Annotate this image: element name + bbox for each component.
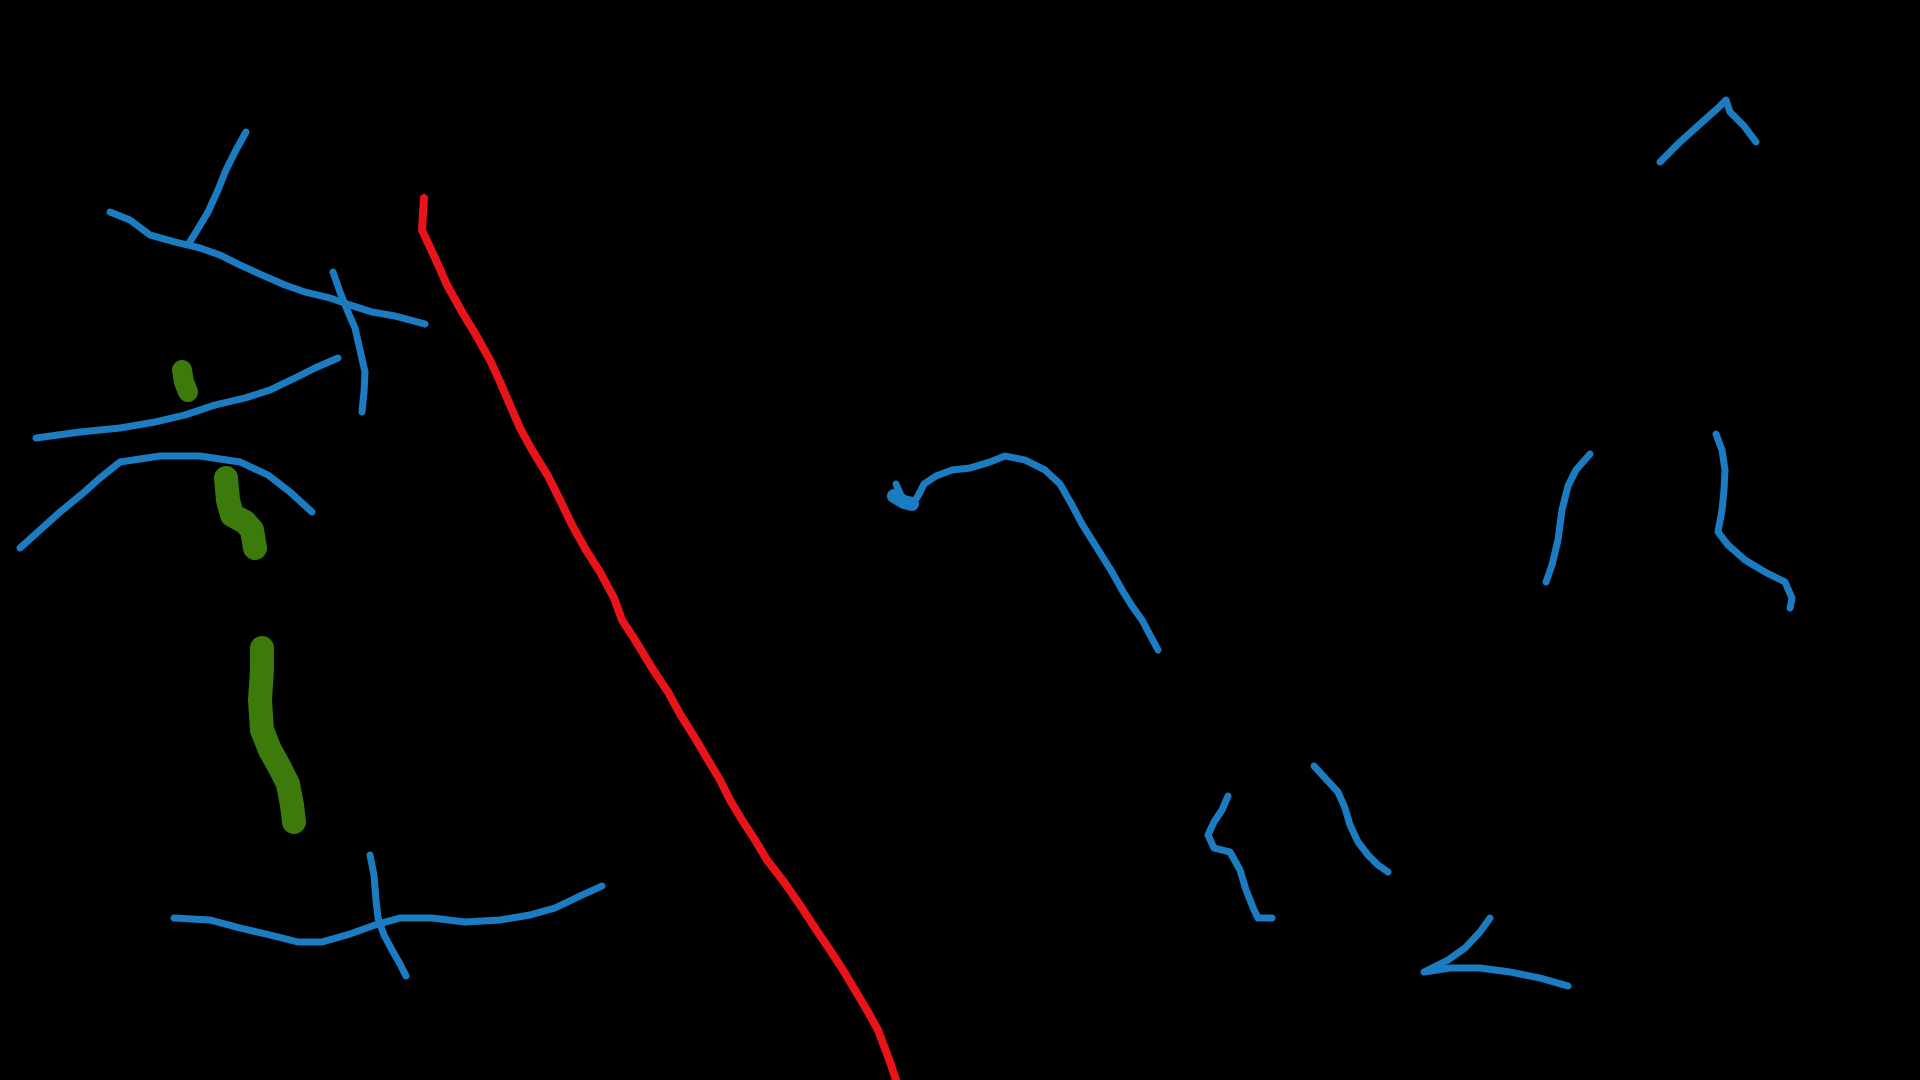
blue-stroke-upper-line (106, 208, 429, 328)
green-blob-bottom (248, 636, 306, 834)
blue-blob-center-hook (887, 489, 919, 511)
blue-stroke-top-right-caret (1656, 96, 1760, 166)
blue-stroke-right-hook (1712, 430, 1796, 612)
blue-stroke-lower-left-figure (1204, 792, 1276, 922)
blue-stroke-bottom-horizontal (170, 882, 606, 946)
blue-stroke-right-left-line (1542, 450, 1594, 586)
blue-stroke-top-branch (184, 128, 250, 249)
blue-stroke-bottom-check (1420, 914, 1572, 990)
green-blob-top (172, 360, 198, 402)
blue-stroke-vertical-cross (329, 268, 369, 416)
red-stroke (418, 194, 900, 1080)
green-blob-middle (214, 466, 267, 560)
blue-stroke-center-curve (892, 452, 1162, 654)
blue-stroke-bottom-vertical (366, 851, 410, 980)
blue-stroke-long-diagonal (32, 354, 342, 442)
blue-stroke-arch (16, 452, 316, 552)
blue-stroke-lower-right-slash (1310, 762, 1392, 876)
